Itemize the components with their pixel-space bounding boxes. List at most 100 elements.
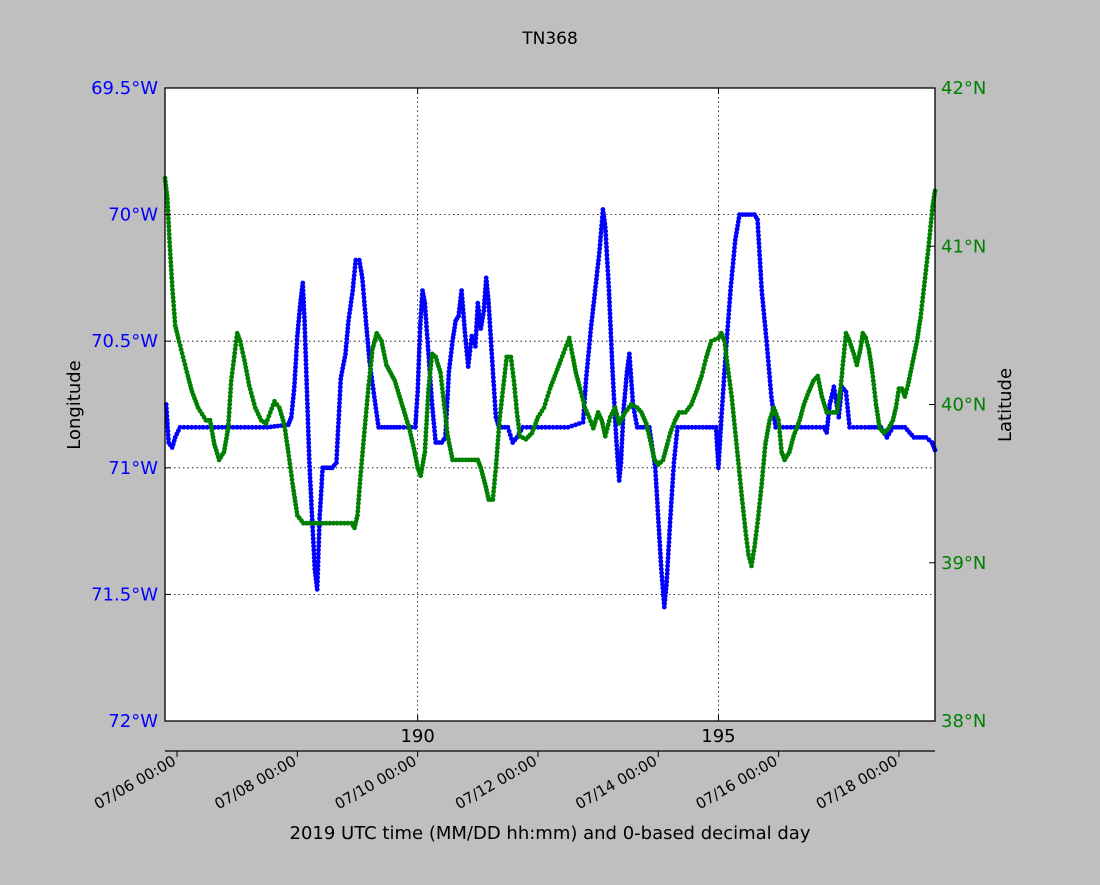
data-point	[722, 342, 728, 348]
data-point	[755, 225, 761, 230]
data-point	[661, 604, 667, 610]
data-point	[371, 390, 377, 396]
data-point	[614, 450, 620, 456]
data-point	[227, 406, 232, 411]
data-point	[364, 325, 369, 331]
data-point	[716, 465, 721, 471]
data-point	[292, 376, 298, 382]
data-point	[539, 424, 545, 430]
data-point	[577, 386, 583, 392]
data-point	[780, 424, 786, 430]
data-point	[166, 436, 171, 442]
data-point	[423, 308, 428, 314]
data-point	[714, 432, 719, 438]
data-point	[919, 307, 924, 312]
data-point	[345, 329, 350, 335]
data-point	[742, 524, 748, 530]
data-point	[726, 307, 732, 313]
data-point	[665, 563, 670, 569]
data-point	[176, 339, 182, 345]
data-point	[608, 322, 613, 328]
data-point	[414, 397, 420, 403]
data-point	[423, 433, 429, 439]
data-point	[412, 424, 418, 430]
y-left-tick-label: 72°W	[108, 711, 158, 732]
data-point	[485, 290, 490, 295]
data-point	[732, 241, 738, 247]
data-point	[514, 410, 520, 415]
data-point	[290, 399, 296, 405]
data-point	[598, 230, 604, 236]
data-point	[307, 464, 312, 469]
data-point	[664, 579, 670, 585]
data-point	[768, 390, 774, 396]
data-point	[283, 435, 289, 441]
data-point	[334, 452, 340, 458]
data-point	[294, 337, 300, 343]
data-point	[442, 410, 448, 415]
data-point	[718, 426, 724, 432]
data-point	[493, 469, 498, 475]
data-point	[171, 299, 176, 304]
data-point	[839, 370, 845, 376]
data-point	[165, 208, 171, 214]
data-point	[840, 358, 846, 364]
data-point	[316, 543, 322, 549]
data-point	[609, 353, 615, 359]
data-point	[749, 563, 754, 569]
data-point	[309, 509, 315, 515]
data-point	[617, 467, 623, 473]
data-point	[851, 351, 857, 357]
data-point	[336, 416, 342, 422]
data-point	[846, 420, 852, 426]
data-point	[762, 323, 768, 328]
data-point	[309, 502, 314, 507]
data-point	[588, 322, 594, 328]
data-point	[315, 563, 321, 569]
y-left-tick-label: 71°W	[108, 458, 158, 479]
data-point	[361, 299, 367, 304]
plot-area	[165, 88, 935, 721]
data-point	[453, 457, 459, 463]
data-point	[836, 414, 842, 420]
data-point	[719, 402, 725, 408]
data-point	[921, 283, 927, 289]
data-point	[303, 350, 308, 355]
data-point	[257, 424, 263, 430]
data-point	[579, 393, 585, 399]
data-point	[671, 456, 677, 462]
data-point	[369, 354, 375, 360]
data-point	[602, 221, 608, 227]
data-point	[593, 284, 598, 290]
data-point	[344, 340, 349, 346]
data-point	[227, 394, 233, 399]
data-point	[610, 376, 616, 382]
data-point	[428, 366, 433, 372]
data-point	[423, 320, 429, 326]
data-point	[746, 552, 751, 558]
data-point	[227, 398, 233, 403]
data-point	[167, 243, 173, 249]
data-point	[614, 438, 619, 444]
data-point	[623, 380, 629, 385]
data-point	[622, 391, 628, 397]
data-point	[632, 413, 638, 419]
data-point	[294, 345, 299, 351]
data-point	[720, 395, 726, 400]
data-point	[358, 469, 364, 475]
data-point	[172, 315, 178, 320]
data-point	[838, 382, 844, 388]
data-point	[446, 376, 451, 382]
x-axis-decimal-day: 190 195	[400, 88, 736, 747]
data-point	[288, 465, 293, 471]
data-point	[517, 429, 522, 435]
data-point	[164, 192, 170, 198]
data-point	[729, 276, 734, 282]
data-point	[431, 421, 437, 426]
data-point	[496, 425, 502, 431]
data-point	[305, 401, 310, 407]
data-point	[609, 357, 615, 363]
data-point	[894, 397, 900, 403]
data-point	[702, 362, 707, 367]
data-point	[750, 555, 756, 561]
